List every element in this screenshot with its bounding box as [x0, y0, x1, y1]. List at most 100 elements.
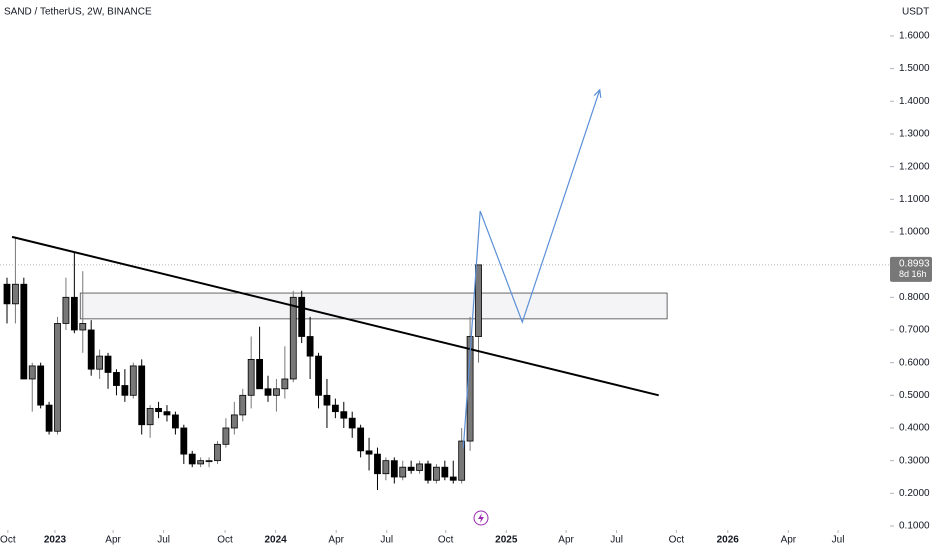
candle-body: [247, 358, 255, 396]
y-tick-label: 0.2000: [899, 488, 930, 499]
candle-body: [298, 296, 306, 337]
projection-path: [462, 89, 601, 448]
chart-title: SAND / TetherUS, 2W, BINANCE: [4, 7, 152, 18]
candle-body: [407, 466, 415, 471]
currency-label: USDT: [902, 7, 929, 18]
candle-body: [197, 460, 205, 465]
candle-body: [399, 466, 407, 478]
candle-body: [28, 365, 36, 380]
x-tick-label: 2023: [44, 535, 67, 546]
y-tick-label: 1.0000: [899, 227, 930, 238]
zone: [79, 292, 668, 320]
candle-body: [273, 388, 280, 396]
y-tick-label: 0.6000: [899, 357, 930, 368]
candle-body: [374, 453, 381, 475]
x-tick-label: Oct: [438, 535, 454, 546]
candle-body: [289, 296, 297, 380]
x-tick-label: Jul: [610, 535, 623, 546]
candle-body: [129, 365, 137, 396]
candle-body: [62, 296, 70, 324]
x-tick-label: Apr: [781, 535, 797, 546]
candle-body: [113, 372, 120, 386]
event-icon[interactable]: [473, 510, 489, 526]
candle-body: [340, 411, 348, 419]
candle-body: [281, 378, 289, 390]
candle-body: [171, 414, 179, 429]
candle-body: [449, 476, 457, 481]
candle-body: [416, 463, 423, 471]
candle-body: [475, 264, 482, 337]
projection-arrowhead: [593, 88, 602, 98]
y-tick-label: 1.4000: [899, 96, 930, 107]
candle-body: [222, 427, 230, 445]
candle-body: [458, 440, 466, 481]
candle-body: [79, 323, 87, 331]
x-tick-label: Oct: [217, 535, 233, 546]
x-tick-label: Apr: [105, 535, 121, 546]
candle-body: [121, 385, 129, 396]
candle-body: [188, 453, 196, 465]
candle-body: [54, 323, 61, 432]
x-tick-label: Jul: [832, 535, 845, 546]
candle-body: [315, 355, 322, 396]
candle-body: [230, 414, 238, 429]
y-tick-label: 0.3000: [899, 455, 930, 466]
candle-body: [12, 283, 19, 305]
candle-body: [45, 404, 53, 432]
candle-body: [433, 466, 440, 481]
y-tick-label: 1.2000: [899, 161, 930, 172]
y-tick-label: 0.1000: [899, 521, 930, 532]
candle-body: [96, 355, 104, 370]
candle-body: [180, 427, 188, 455]
candle-body: [348, 417, 356, 429]
x-tick-label: Jul: [380, 535, 393, 546]
candle-body: [382, 460, 390, 475]
candle-body: [424, 463, 432, 481]
candle-body: [70, 296, 78, 331]
x-tick-label: 2024: [264, 535, 287, 546]
candle-body: [365, 450, 373, 455]
candle-body: [239, 394, 247, 416]
candle-body: [264, 388, 272, 396]
candle-body: [3, 283, 11, 305]
candle-body: [441, 466, 449, 478]
y-tick-label: 1.3000: [899, 129, 930, 140]
y-tick-label: 1.5000: [899, 63, 930, 74]
x-tick-label: Oct: [669, 535, 685, 546]
last-price-label: 0.8993: [899, 259, 930, 270]
candle-body: [323, 394, 331, 406]
x-tick-label: Apr: [328, 535, 344, 546]
y-tick-label: 0.4000: [899, 423, 930, 434]
x-tick-label: Apr: [558, 535, 574, 546]
candle-body: [256, 358, 263, 390]
candle-body: [146, 407, 154, 426]
last-price-box: [890, 256, 932, 282]
y-tick-label: 1.6000: [899, 31, 930, 42]
y-tick-label: 1.1000: [899, 194, 930, 205]
candle-body: [20, 283, 28, 380]
candle-body: [138, 365, 146, 426]
y-tick-label: 0.7000: [899, 325, 930, 336]
candle-body: [331, 404, 339, 413]
y-tick-label: 0.8000: [899, 292, 930, 303]
candle-body: [357, 427, 365, 452]
x-tick-label: 2025: [495, 535, 518, 546]
candle-body: [205, 460, 213, 463]
candle-body: [104, 355, 112, 373]
candle-body: [214, 443, 221, 462]
x-tick-label: Jul: [157, 535, 170, 546]
x-tick-label: 2026: [717, 535, 740, 546]
candle-body: [37, 365, 45, 406]
candle-body: [390, 460, 398, 478]
candle-body: [306, 336, 314, 357]
candle-body: [87, 329, 95, 370]
candle-body: [163, 411, 171, 416]
y-tick-label: 0.5000: [899, 390, 930, 401]
candle-body: [155, 407, 162, 413]
event-bolt: [478, 513, 484, 523]
trendline: [11, 235, 659, 397]
x-tick-label: Oct: [0, 535, 16, 546]
countdown-label: 8d 16h: [899, 269, 927, 279]
